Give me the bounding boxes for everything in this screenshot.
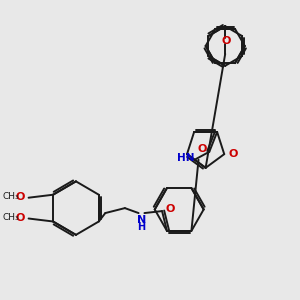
Text: N: N: [137, 215, 146, 225]
Text: H: H: [137, 222, 146, 232]
Text: O: O: [228, 149, 238, 159]
Text: O: O: [15, 192, 25, 202]
Text: O: O: [15, 212, 25, 223]
Text: O: O: [166, 204, 175, 214]
Text: HN: HN: [177, 153, 195, 163]
Text: O: O: [197, 144, 207, 154]
Text: O: O: [221, 36, 231, 46]
Text: CH₃: CH₃: [3, 213, 19, 222]
Text: CH₃: CH₃: [3, 192, 19, 201]
